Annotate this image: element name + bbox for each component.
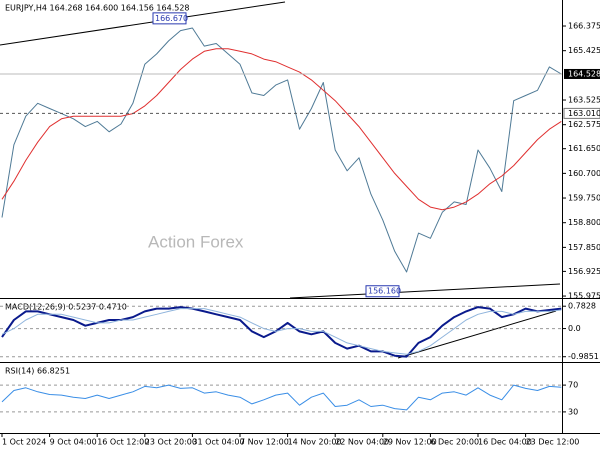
series-line [1, 308, 562, 355]
series-line [1, 27, 562, 273]
last-price-label: 164.528 [568, 69, 600, 78]
level-box [563, 107, 600, 119]
level-label: 163.010 [568, 109, 600, 118]
y-tick-label: 70 [568, 381, 578, 390]
y-tick-label: 159.750 [568, 194, 600, 203]
x-tick-label: 14 Nov 20:00 [288, 438, 342, 447]
x-tick-label: 29 Nov 12:00 [383, 438, 437, 447]
x-tick-label: 23 Dec 12:00 [526, 438, 580, 447]
y-tick-label: 166.375 [568, 22, 600, 31]
x-tick-label: 16 Dec 04:00 [478, 438, 532, 447]
y-tick-label: 165.425 [568, 46, 600, 55]
x-tick-label: 9 Oct 04:00 [50, 438, 97, 447]
macd-title: MACD(12,26,9) 0.5237 0.4710 [5, 303, 127, 312]
price-annotation: 166.670 [155, 14, 188, 23]
x-tick-label: 22 Nov 04:00 [335, 438, 389, 447]
x-tick-label: 31 Oct 04:00 [192, 438, 244, 447]
y-tick-label: 30 [568, 407, 578, 416]
series-line [1, 306, 562, 358]
series-line [1, 48, 562, 211]
y-tick-label: 158.800 [568, 218, 600, 227]
y-tick-label: 155.975 [568, 292, 600, 301]
x-tick-label: 6 Dec 20:00 [430, 438, 479, 447]
y-tick-label: 156.925 [568, 267, 600, 276]
last-price-box [564, 68, 600, 79]
y-tick-label: 157.850 [568, 243, 600, 252]
y-tick-label: 0.7828 [568, 302, 596, 311]
x-tick-label: 23 Oct 20:00 [145, 438, 197, 447]
trend-line [0, 1, 286, 46]
y-tick-label: 162.575 [568, 120, 600, 129]
price-annotation-box [152, 12, 187, 25]
series-line [1, 384, 562, 411]
trend-line [289, 283, 561, 299]
y-tick-label: 160.700 [568, 169, 600, 178]
x-tick-label: 1 Oct 2024 [2, 438, 46, 447]
x-tick-label: 16 Oct 12:00 [97, 438, 149, 447]
rsi-title: RSI(14) 66.8251 [5, 367, 70, 376]
y-tick-label: 0.0 [568, 324, 581, 333]
y-tick-label: -0.9851 [568, 352, 599, 361]
price-annotation: 156.160 [368, 287, 401, 296]
y-tick-label: 163.525 [568, 96, 600, 105]
price-annotation-box [365, 285, 400, 298]
chart-title: EURJPY,H4 164.268 164.600 164.156 164.52… [5, 4, 190, 13]
trend-line [397, 310, 557, 359]
x-tick-label: 7 Nov 12:00 [240, 438, 289, 447]
y-tick-label: 161.650 [568, 144, 600, 153]
watermark: Action Forex [148, 232, 244, 251]
